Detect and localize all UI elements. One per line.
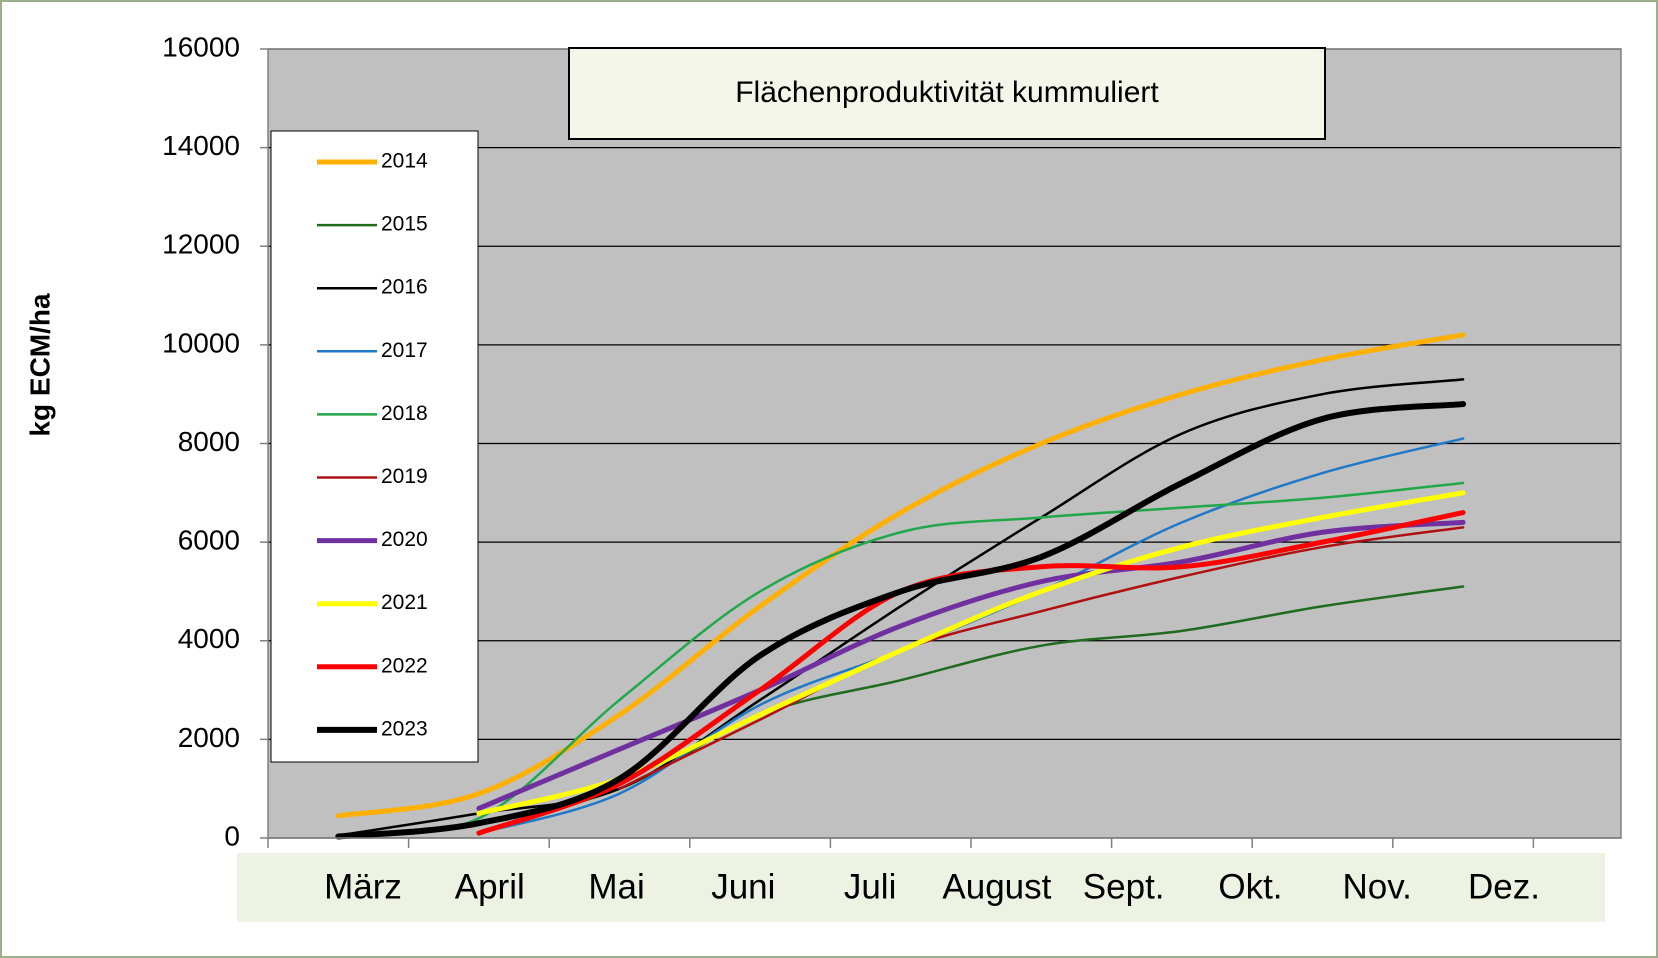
x-tick-label: Mai [588,867,644,906]
x-tick-label: März [324,867,402,906]
y-tick-label: 0 [224,820,240,851]
x-tick-label: Nov. [1343,867,1412,906]
legend-label: 2014 [381,150,428,173]
legend-label: 2017 [381,339,428,362]
y-tick-label: 8000 [178,426,240,457]
x-tick-label: Juli [844,867,897,906]
y-tick-label: 14000 [162,130,240,161]
legend-label: 2018 [381,402,428,425]
x-tick-label: Dez. [1468,867,1540,906]
legend-label: 2022 [381,654,428,677]
y-tick-label: 4000 [178,623,240,654]
series-line [476,519,1466,811]
chart-title: Flächenproduktivität kummuliert [735,76,1159,109]
legend-label: 2021 [381,591,428,614]
y-tick-label: 10000 [162,327,240,358]
series-line [618,526,1465,790]
series-line [335,401,1467,840]
y-tick-label: 2000 [178,722,240,753]
x-tick-label: August [942,867,1051,906]
legend-entries: 2014 2015 2016 2017 2018 2019 2020 2021 2022 2023 [317,150,428,740]
legend [270,130,479,763]
x-tick-label: April [455,867,525,906]
x-label-band [237,853,1605,922]
axis: 0 2000 4000 6000 8000 10000 12000 14000 16000 Mär… [162,31,1540,906]
x-tick-label: Sept. [1083,867,1165,906]
x-tick-label: Juni [711,867,775,906]
title-box [568,47,1326,140]
y-tick-label: 6000 [178,525,240,556]
y-tick-label: 16000 [162,31,240,62]
legend-label: 2015 [381,213,428,236]
legend-label: 2019 [381,465,428,488]
x-tick-label: Okt. [1218,867,1282,906]
legend-label: 2020 [381,528,428,551]
legend-label: 2016 [381,276,428,299]
y-axis-label: kg ECM/ha [24,293,55,437]
series-line [335,332,1466,819]
y-tick-label: 12000 [162,229,240,260]
series-line [337,378,1465,837]
legend-label: 2023 [381,717,428,740]
lines [335,332,1467,840]
